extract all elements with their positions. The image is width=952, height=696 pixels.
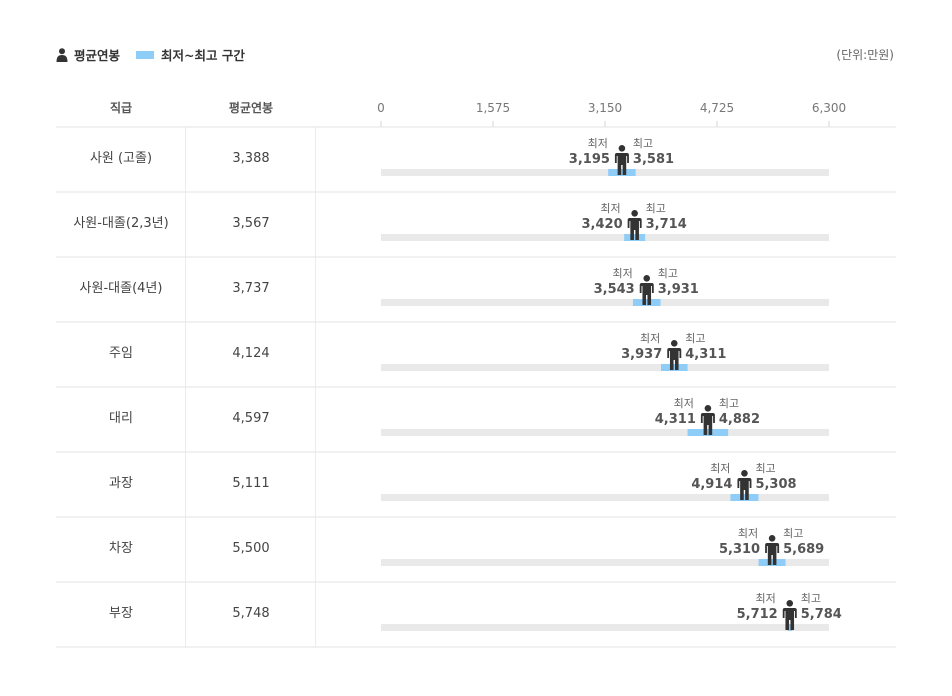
rank-label: 과장 <box>109 476 133 491</box>
range-track <box>381 234 829 241</box>
max-label: 최고 <box>646 202 666 215</box>
rank-label: 사원 (고졸) <box>90 151 152 166</box>
min-label: 최저 <box>710 462 730 475</box>
max-label: 최고 <box>783 527 803 540</box>
rank-label: 사원-대졸(4년) <box>80 281 163 296</box>
avg-person-marker <box>782 600 797 630</box>
rank-label: 차장 <box>109 541 133 556</box>
max-label: 최고 <box>801 592 821 605</box>
rank-label: 주임 <box>109 346 133 361</box>
legend-range-label: 최저~최고 구간 <box>161 48 245 63</box>
min-value: 3,937 <box>621 347 662 362</box>
range-track <box>381 169 829 176</box>
max-value: 4,311 <box>685 347 726 362</box>
avg-salary-value: 5,111 <box>232 476 269 491</box>
range-bar <box>608 169 636 176</box>
x-tick-label: 4,725 <box>700 101 734 115</box>
range-bar <box>730 494 759 501</box>
legend-avg-label: 평균연봉 <box>74 48 121 63</box>
max-label: 최고 <box>685 332 705 345</box>
min-value: 3,543 <box>594 282 635 297</box>
x-tick-label: 6,300 <box>812 101 846 115</box>
avg-person-marker <box>667 340 682 370</box>
table-row: 사원-대졸(4년) 3,737 최저 3,543 최고 3,931 <box>80 267 829 306</box>
min-value: 3,195 <box>569 152 610 167</box>
legend-range-swatch <box>136 50 155 59</box>
max-value: 5,689 <box>783 542 824 557</box>
range-bar <box>624 234 646 241</box>
min-label: 최저 <box>674 397 694 410</box>
person-icon <box>56 47 68 62</box>
table-row: 대리 4,597 최저 4,311 최고 4,882 <box>109 397 829 436</box>
range-track <box>381 494 829 501</box>
avg-person-marker <box>639 275 654 305</box>
x-tick-label: 0 <box>377 101 385 115</box>
chart-rows: 사원 (고졸) 3,388 최저 3,195 최고 3,581 사원-대졸(2,3년) 3,5… <box>56 126 896 648</box>
range-track <box>381 559 829 566</box>
max-value: 4,882 <box>719 412 760 427</box>
avg-salary-value: 3,737 <box>232 281 269 296</box>
range-track <box>381 624 829 631</box>
min-value: 3,420 <box>582 217 623 232</box>
x-tick-label: 1,575 <box>476 101 510 115</box>
min-label: 최저 <box>600 202 620 215</box>
table-row: 부장 5,748 최저 5,712 최고 5,784 <box>109 592 842 631</box>
legend: 평균연봉 최저~최고 구간 <box>56 45 245 64</box>
range-bar <box>660 364 688 371</box>
max-value: 5,784 <box>801 607 842 622</box>
avg-person-marker <box>614 145 629 175</box>
range-bar <box>758 559 786 566</box>
avg-salary-value: 5,748 <box>232 606 269 621</box>
avg-salary-value: 3,567 <box>232 216 269 231</box>
min-value: 5,310 <box>719 542 760 557</box>
min-label: 최저 <box>738 527 758 540</box>
column-header-rank: 직급 <box>110 100 132 115</box>
range-bar <box>787 624 793 631</box>
avg-person-marker <box>700 405 715 435</box>
table-row: 주임 4,124 최저 3,937 최고 4,311 <box>109 332 829 371</box>
rank-label: 대리 <box>109 411 133 426</box>
range-bar <box>632 299 661 306</box>
unit-label: (단위:만원) <box>836 48 894 62</box>
max-value: 3,714 <box>646 217 687 232</box>
max-value: 3,581 <box>633 152 674 167</box>
x-tick-label: 3,150 <box>588 101 622 115</box>
max-label: 최고 <box>633 137 653 150</box>
max-label: 최고 <box>719 397 739 410</box>
avg-salary-value: 3,388 <box>232 151 269 166</box>
min-label: 최저 <box>755 592 775 605</box>
avg-person-marker <box>737 470 752 500</box>
max-label: 최고 <box>755 462 775 475</box>
rank-label: 부장 <box>109 606 133 621</box>
min-label: 최저 <box>612 267 632 280</box>
column-header-avg: 평균연봉 <box>229 100 273 115</box>
avg-salary-value: 4,124 <box>232 346 269 361</box>
range-bar <box>687 429 729 436</box>
max-label: 최고 <box>658 267 678 280</box>
min-value: 4,311 <box>655 412 696 427</box>
avg-salary-value: 5,500 <box>232 541 269 556</box>
max-value: 5,308 <box>755 477 796 492</box>
min-value: 4,914 <box>691 477 732 492</box>
range-track <box>381 299 829 306</box>
avg-person-marker <box>765 535 780 565</box>
range-track <box>381 429 829 436</box>
min-value: 5,712 <box>737 607 778 622</box>
table-row: 사원 (고졸) 3,388 최저 3,195 최고 3,581 <box>90 137 829 176</box>
avg-salary-value: 4,597 <box>232 411 269 426</box>
table-row: 과장 5,111 최저 4,914 최고 5,308 <box>109 462 829 501</box>
min-label: 최저 <box>588 137 608 150</box>
table-row: 사원-대졸(2,3년) 3,567 최저 3,420 최고 3,714 <box>73 202 829 241</box>
rank-label: 사원-대졸(2,3년) <box>73 216 168 231</box>
min-label: 최저 <box>640 332 660 345</box>
avg-person-marker <box>627 210 642 240</box>
range-track <box>381 364 829 371</box>
table-row: 차장 5,500 최저 5,310 최고 5,689 <box>109 527 829 566</box>
x-axis-ticks: 0 1,575 3,150 4,725 6,300 <box>377 101 846 127</box>
max-value: 3,931 <box>658 282 699 297</box>
